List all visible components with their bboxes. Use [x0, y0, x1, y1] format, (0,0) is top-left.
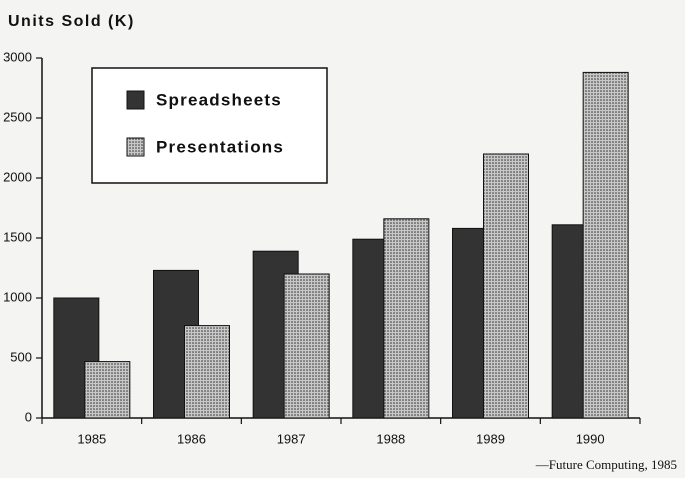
legend-swatch	[126, 137, 145, 157]
x-tick-label: 1988	[376, 431, 405, 446]
bar	[283, 273, 330, 419]
legend-label: Presentations	[156, 137, 284, 156]
legend-label: Spreadsheets	[156, 90, 282, 109]
bar	[582, 71, 629, 419]
y-tick-label: 0	[25, 409, 32, 424]
x-tick-label: 1989	[476, 431, 505, 446]
chart-title: Units Sold (K)	[8, 13, 135, 30]
y-tick-label: 2000	[3, 169, 32, 184]
bar	[483, 153, 529, 419]
bar	[84, 361, 131, 419]
legend-swatch	[126, 90, 145, 110]
bar	[184, 325, 230, 419]
y-tick-label: 1500	[3, 229, 32, 244]
x-tick-label: 1985	[77, 431, 106, 446]
y-tick-label: 500	[10, 349, 32, 364]
legend-box	[91, 67, 328, 184]
x-tick-label: 1986	[177, 431, 206, 446]
x-tick-label: 1990	[576, 431, 605, 446]
y-tick-label: 1000	[3, 289, 32, 304]
bar	[383, 218, 430, 419]
y-tick-label: 3000	[3, 49, 32, 64]
x-tick-label: 1987	[277, 431, 306, 446]
y-tick-label: 2500	[3, 109, 32, 124]
source-note: —Future Computing, 1985	[535, 457, 677, 472]
